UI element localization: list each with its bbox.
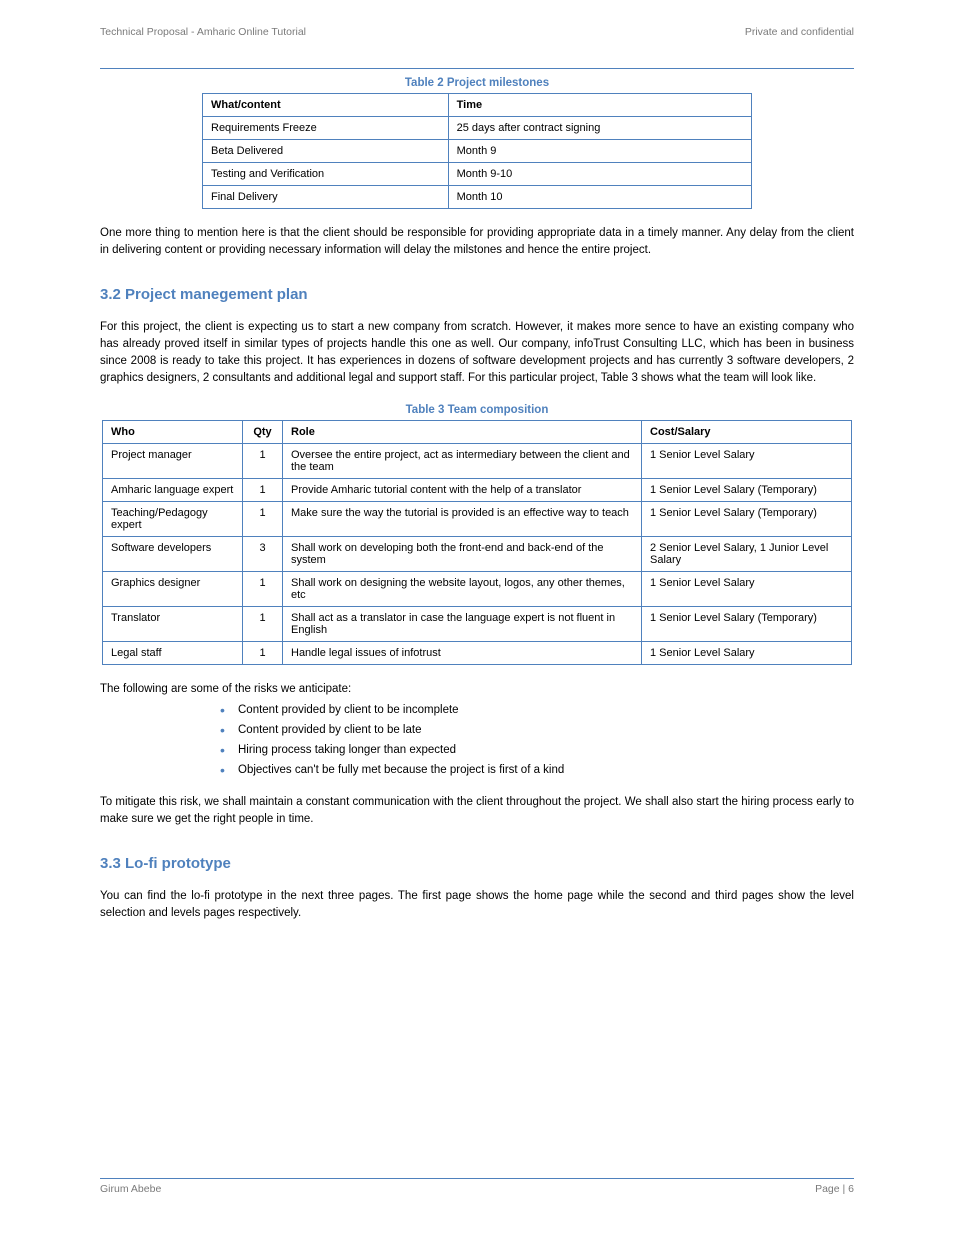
- header-left: Technical Proposal - Amharic Online Tuto…: [100, 26, 306, 38]
- table-cell: Shall work on developing both the front-…: [283, 536, 642, 571]
- heading-prototype: 3.3 Lo-fi prototype: [100, 855, 854, 872]
- list-item: Content provided by client to be incompl…: [220, 702, 854, 718]
- table-cell: Month 10: [448, 186, 751, 209]
- table-cell: 1: [243, 478, 283, 501]
- table2-caption: Table 2 Project milestones: [100, 77, 854, 89]
- table-row: Teaching/Pedagogy expert1Make sure the w…: [103, 501, 852, 536]
- footer-author: Girum Abebe: [100, 1183, 161, 1195]
- table-cell: 1: [243, 501, 283, 536]
- table-row: Testing and VerificationMonth 9-10: [203, 163, 752, 186]
- footer-pagenum: Page | 6: [815, 1183, 854, 1195]
- table-cell: Teaching/Pedagogy expert: [103, 501, 243, 536]
- col-header: Role: [283, 420, 642, 443]
- table-cell: 1 Senior Level Salary: [642, 443, 852, 478]
- table-cell: Beta Delivered: [203, 140, 449, 163]
- table-cell: 25 days after contract signing: [448, 117, 751, 140]
- risks-list: Content provided by client to be incompl…: [220, 702, 854, 778]
- table3-caption: Table 3 Team composition: [100, 404, 854, 416]
- header-rule: [100, 68, 854, 69]
- table-cell: Translator: [103, 606, 243, 641]
- table-cell: Make sure the way the tutorial is provid…: [283, 501, 642, 536]
- table-cell: Software developers: [103, 536, 243, 571]
- table-cell: Testing and Verification: [203, 163, 449, 186]
- table-cell: 1 Senior Level Salary (Temporary): [642, 606, 852, 641]
- table-cell: 1 Senior Level Salary: [642, 571, 852, 606]
- col-header: Cost/Salary: [642, 420, 852, 443]
- table-cell: Shall act as a translator in case the la…: [283, 606, 642, 641]
- table-row: Requirements Freeze25 days after contrac…: [203, 117, 752, 140]
- table-cell: Oversee the entire project, act as inter…: [283, 443, 642, 478]
- table-cell: 1: [243, 443, 283, 478]
- table-cell: 1: [243, 641, 283, 664]
- page-footer: Girum Abebe Page | 6: [100, 1178, 854, 1195]
- table-cell: 1 Senior Level Salary (Temporary): [642, 501, 852, 536]
- table-team: Who Qty Role Cost/Salary Project manager…: [102, 420, 852, 665]
- paragraph-delays: One more thing to mention here is that t…: [100, 225, 854, 260]
- list-item: Objectives can't be fully met because th…: [220, 762, 854, 778]
- heading-pm-plan: 3.2 Project manegement plan: [100, 286, 854, 303]
- col-header: Time: [448, 94, 751, 117]
- table-cell: Legal staff: [103, 641, 243, 664]
- table-row: Translator1Shall act as a translator in …: [103, 606, 852, 641]
- list-item: Content provided by client to be late: [220, 722, 854, 738]
- page-header: Technical Proposal - Amharic Online Tuto…: [100, 26, 854, 38]
- header-right: Private and confidential: [745, 26, 854, 38]
- page-container: Technical Proposal - Amharic Online Tuto…: [0, 0, 954, 1235]
- col-header: Qty: [243, 420, 283, 443]
- table-cell: 1: [243, 571, 283, 606]
- table-cell: 1 Senior Level Salary (Temporary): [642, 478, 852, 501]
- paragraph-mitigation: To mitigate this risk, we shall maintain…: [100, 794, 854, 829]
- table-cell: 1 Senior Level Salary: [642, 641, 852, 664]
- table-row: Software developers3Shall work on develo…: [103, 536, 852, 571]
- table-cell: Graphics designer: [103, 571, 243, 606]
- table-row: Amharic language expert1Provide Amharic …: [103, 478, 852, 501]
- table-cell: Provide Amharic tutorial content with th…: [283, 478, 642, 501]
- paragraph-prototype: You can find the lo-fi prototype in the …: [100, 888, 854, 923]
- table-cell: Project manager: [103, 443, 243, 478]
- table-row: Graphics designer1Shall work on designin…: [103, 571, 852, 606]
- table-cell: Handle legal issues of infotrust: [283, 641, 642, 664]
- paragraph-company: For this project, the client is expectin…: [100, 319, 854, 388]
- col-header: Who: [103, 420, 243, 443]
- table-row: Project manager1Oversee the entire proje…: [103, 443, 852, 478]
- table-cell: Month 9: [448, 140, 751, 163]
- table-cell: 3: [243, 536, 283, 571]
- table-cell: 1: [243, 606, 283, 641]
- table-cell: 2 Senior Level Salary, 1 Junior Level Sa…: [642, 536, 852, 571]
- table-row: Beta DeliveredMonth 9: [203, 140, 752, 163]
- table-cell: Amharic language expert: [103, 478, 243, 501]
- list-item: Hiring process taking longer than expect…: [220, 742, 854, 758]
- table-cell: Shall work on designing the website layo…: [283, 571, 642, 606]
- table-cell: Month 9-10: [448, 163, 751, 186]
- col-header: What/content: [203, 94, 449, 117]
- risks-intro: The following are some of the risks we a…: [100, 681, 854, 698]
- table-row: Legal staff1Handle legal issues of infot…: [103, 641, 852, 664]
- table-cell: Final Delivery: [203, 186, 449, 209]
- table-milestones: What/content Time Requirements Freeze25 …: [202, 93, 752, 209]
- table-header-row: What/content Time: [203, 94, 752, 117]
- table-cell: Requirements Freeze: [203, 117, 449, 140]
- table-row: Final DeliveryMonth 10: [203, 186, 752, 209]
- table-header-row: Who Qty Role Cost/Salary: [103, 420, 852, 443]
